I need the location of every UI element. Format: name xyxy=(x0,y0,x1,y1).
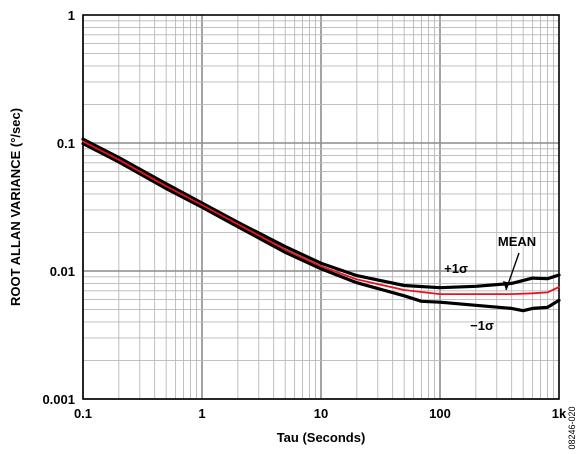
series-line-plus-sigma xyxy=(81,137,561,290)
mean-annotation: MEAN xyxy=(498,234,536,249)
y-tick-label: 0.001 xyxy=(42,392,75,407)
figure-code: 08246-020 xyxy=(567,406,577,449)
tick-labels: 0.1 1 10 100 1k 0.001 0.01 0.1 1 xyxy=(42,8,567,421)
series-line-minus-sigma xyxy=(81,142,561,313)
series-group xyxy=(81,137,561,313)
y-tick-label: 0.1 xyxy=(57,136,75,151)
minus-sigma-annotation: −1σ xyxy=(470,318,494,333)
y-tick-label: 0.01 xyxy=(50,264,75,279)
x-tick-label: 100 xyxy=(429,406,451,421)
grid xyxy=(82,15,559,400)
y-axis-label: ROOT ALLAN VARIANCE (°/sec) xyxy=(8,108,23,306)
x-tick-label: 10 xyxy=(314,406,328,421)
series-line-mean xyxy=(82,140,560,295)
plus-sigma-annotation: +1σ xyxy=(444,261,468,276)
x-tick-label: 1k xyxy=(552,406,567,421)
x-tick-label: 1 xyxy=(198,406,205,421)
x-axis-label: Tau (Seconds) xyxy=(277,430,366,445)
plot-frame xyxy=(82,14,560,400)
x-tick-label: 0.1 xyxy=(74,406,92,421)
mean-annotation-arrowhead xyxy=(503,281,510,290)
y-tick-label: 1 xyxy=(68,8,75,23)
